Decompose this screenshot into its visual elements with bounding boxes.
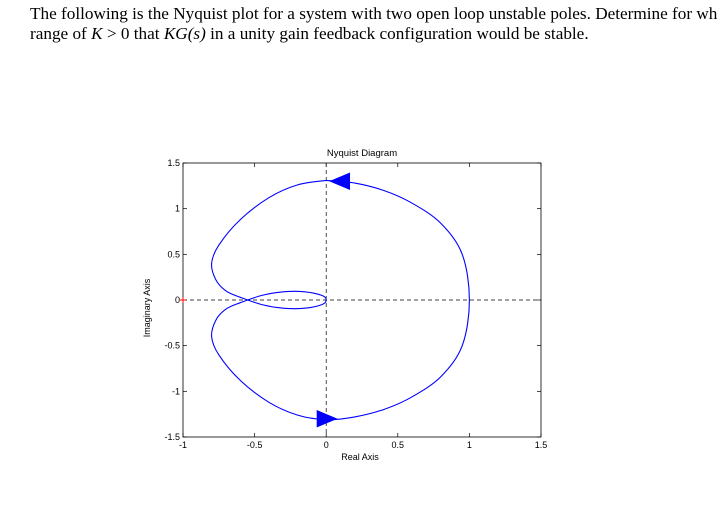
question-line-2-prefix: range of (30, 24, 92, 43)
kg-expression: KG(s) (163, 24, 206, 43)
y-tick-label: 1 (175, 204, 180, 214)
y-tick-label: -0.5 (164, 341, 180, 351)
y-axis-label: Imaginary Axis (142, 278, 152, 337)
y-tick-label: 1.5 (167, 158, 180, 168)
x-tick-label: -0.5 (247, 440, 263, 450)
question-line-2-suffix: in a unity gain feedback configuration w… (205, 24, 589, 43)
y-tick-label: 0.5 (167, 249, 180, 259)
chart-title: Nyquist Diagram (327, 148, 397, 159)
x-tick-label: 0.5 (392, 440, 405, 450)
y-tick-label: -1 (172, 386, 180, 396)
question-line-2: range of K > 0 that KG(s) in a unity gai… (30, 24, 714, 44)
gt-zero: > 0 that (102, 24, 164, 43)
question-line-1: The following is the Nyquist plot for a … (30, 4, 718, 23)
direction-arrow (329, 172, 351, 191)
y-tick-label: -1.5 (164, 432, 180, 442)
x-axis-label: Real Axis (341, 452, 379, 462)
x-tick-label: -1 (179, 440, 187, 450)
question-text: The following is the Nyquist plot for a … (30, 4, 718, 44)
x-tick-label: 0 (324, 440, 329, 450)
x-tick-label: 1.5 (535, 440, 548, 450)
k-symbol: K (91, 24, 103, 43)
x-tick-label: 1 (467, 440, 472, 450)
y-tick-label: 0 (175, 295, 180, 305)
nyquist-curve (211, 179, 470, 421)
direction-arrow (316, 409, 338, 428)
